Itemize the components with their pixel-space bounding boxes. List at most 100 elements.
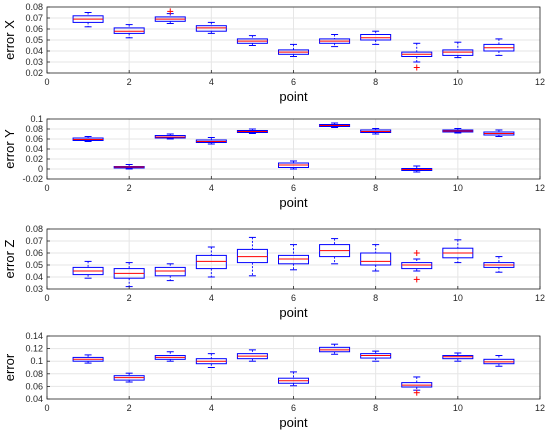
x-tick-label: 8 xyxy=(373,183,378,193)
x-tick-label: 0 xyxy=(44,293,49,303)
x-axis-label: point xyxy=(279,415,308,430)
box-point-8 xyxy=(360,244,392,272)
box xyxy=(195,254,227,270)
y-tick-label: 0.14 xyxy=(25,331,43,341)
box-point-10 xyxy=(442,352,474,362)
box-point-5 xyxy=(236,236,268,277)
x-tick-label: 4 xyxy=(209,293,214,303)
box-point-11 xyxy=(483,129,515,137)
y-axis-label: error Y xyxy=(2,129,17,169)
outlier-marker xyxy=(167,8,174,15)
box-point-7 xyxy=(319,343,351,355)
x-tick-label: 0 xyxy=(44,183,49,193)
box-point-1 xyxy=(72,260,104,279)
x-tick-label: 4 xyxy=(209,403,214,413)
x-tick-label: 8 xyxy=(373,403,378,413)
y-tick-label: 0.07 xyxy=(25,236,43,246)
y-tick-label: 0.06 xyxy=(25,248,43,258)
x-tick-label: 2 xyxy=(127,293,132,303)
x-tick-label: 12 xyxy=(535,293,545,303)
y-tick-label: 0.05 xyxy=(25,35,43,45)
x-tick-label: 0 xyxy=(44,77,49,87)
box-point-10 xyxy=(442,41,474,59)
y-tick-label: 0.03 xyxy=(25,57,43,67)
box xyxy=(195,25,227,32)
y-tick-label: 0.05 xyxy=(25,260,43,270)
box-point-8 xyxy=(360,128,392,135)
outlier-marker xyxy=(413,64,420,71)
box-point-2 xyxy=(113,164,145,170)
y-tick-label: 0.12 xyxy=(25,344,43,354)
x-tick-label: 6 xyxy=(291,183,296,193)
box-point-9 xyxy=(401,42,433,71)
y-tick-label: -0.02 xyxy=(22,174,43,184)
y-tick-label: 0.03 xyxy=(25,284,43,294)
y-tick-label: 0.06 xyxy=(25,134,43,144)
y-tick-label: 0.04 xyxy=(25,272,43,282)
x-tick-label: 4 xyxy=(209,77,214,87)
panel-4: 0 2 4 6 8 10 12 0.04 0.06 0.08 0.1 0.12 0.14 point err… xyxy=(2,331,545,430)
x-tick-label: 6 xyxy=(291,77,296,87)
box-point-11 xyxy=(483,38,515,56)
x-axis-label: point xyxy=(279,195,308,210)
x-tick-label: 10 xyxy=(453,403,463,413)
box xyxy=(360,34,392,41)
outlier-marker xyxy=(413,250,420,256)
y-tick-label: 0.08 xyxy=(25,124,43,134)
y-tick-label: 0.04 xyxy=(25,394,43,404)
y-tick-label: 0.06 xyxy=(25,381,43,391)
x-tick-label: 6 xyxy=(291,293,296,303)
y-tick-label: 0 xyxy=(38,164,43,174)
box-point-6 xyxy=(278,160,309,170)
x-tick-label: 2 xyxy=(127,403,132,413)
panel-3: 0 2 4 6 8 10 12 0.03 0.04 0.05 0.06 0.07 0.08 point er… xyxy=(2,224,545,320)
y-tick-label: 0.04 xyxy=(25,144,43,154)
x-tick-label: 12 xyxy=(535,77,545,87)
box-point-10 xyxy=(442,239,474,264)
box-point-10 xyxy=(442,128,474,134)
box-point-9 xyxy=(401,250,433,283)
x-tick-label: 2 xyxy=(127,77,132,87)
x-tick-label: 2 xyxy=(127,183,132,193)
box-point-1 xyxy=(72,354,104,364)
box-point-6 xyxy=(278,371,309,387)
box xyxy=(154,266,186,277)
x-tick-label: 10 xyxy=(453,183,463,193)
box xyxy=(401,262,433,270)
box xyxy=(236,248,268,264)
box-point-1 xyxy=(72,12,104,28)
box-point-11 xyxy=(483,355,515,367)
box xyxy=(113,27,145,34)
box-point-4 xyxy=(195,21,227,34)
y-tick-label: 0.1 xyxy=(30,114,43,124)
box-point-8 xyxy=(360,350,392,362)
box-point-11 xyxy=(483,256,515,273)
y-axis-label: error Z xyxy=(2,239,17,278)
x-tick-label: 8 xyxy=(373,77,378,87)
box-point-8 xyxy=(360,30,392,45)
box-point-5 xyxy=(236,128,268,134)
box-point-1 xyxy=(72,136,104,142)
box-point-7 xyxy=(319,238,351,265)
y-tick-label: 0.08 xyxy=(25,2,43,12)
box xyxy=(442,49,474,56)
box-point-2 xyxy=(113,262,145,288)
y-tick-label: 0.07 xyxy=(25,13,43,23)
box-point-3 xyxy=(154,263,186,282)
x-tick-label: 4 xyxy=(209,183,214,193)
x-tick-label: 12 xyxy=(535,403,545,413)
x-axis-label: point xyxy=(279,89,308,104)
box-point-6 xyxy=(278,43,309,57)
x-tick-label: 6 xyxy=(291,403,296,413)
box xyxy=(360,252,392,266)
y-tick-label: 0.08 xyxy=(25,369,43,379)
y-tick-label: 0.02 xyxy=(25,68,43,78)
panel-1: 0 2 4 6 8 10 12 0.020.030.040.050.060.070.08 poi… xyxy=(2,2,545,104)
y-tick-label: 0.02 xyxy=(25,154,43,164)
box-point-7 xyxy=(319,34,351,48)
y-tick-label: 0.08 xyxy=(25,224,43,234)
box-point-4 xyxy=(195,246,227,278)
outlier-marker xyxy=(413,389,420,396)
box-point-2 xyxy=(113,372,145,383)
